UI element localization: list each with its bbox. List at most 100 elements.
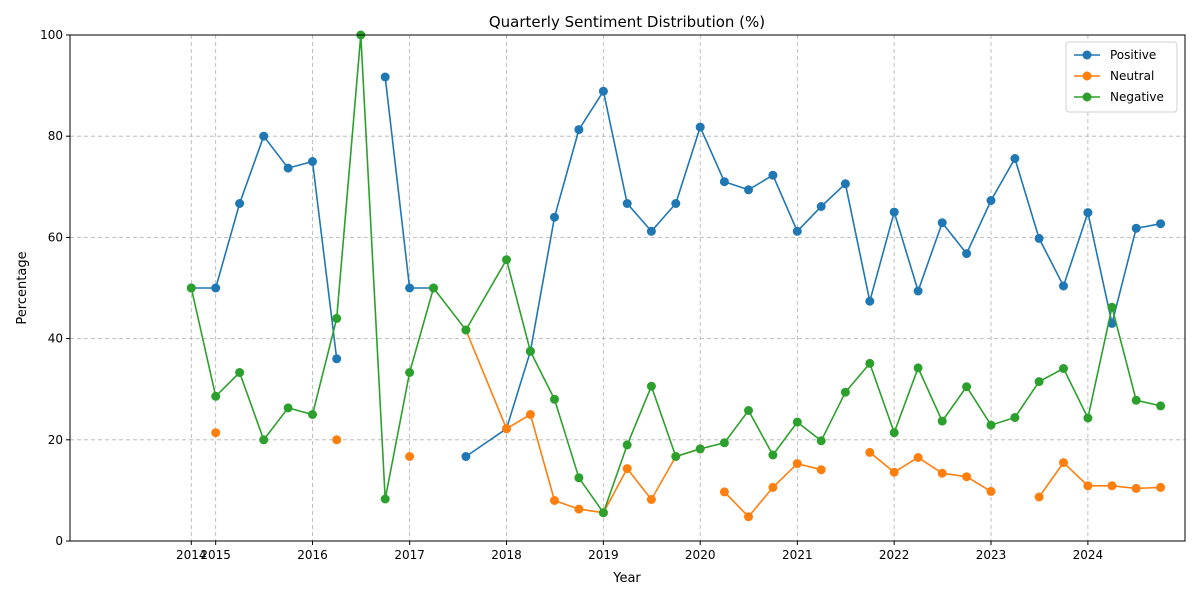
data-point-positive xyxy=(937,218,947,228)
data-point-positive xyxy=(461,452,471,461)
data-point-negative xyxy=(259,435,269,445)
data-point-negative xyxy=(550,394,559,404)
data-point-positive xyxy=(405,283,415,293)
data-point-neutral xyxy=(719,487,729,497)
data-point-negative xyxy=(1059,364,1068,373)
series-line-positive xyxy=(465,89,1161,458)
data-point-neutral xyxy=(622,464,632,474)
data-point-neutral xyxy=(1107,481,1117,491)
data-point-positive xyxy=(550,212,559,222)
y-tick-label: 0 xyxy=(55,534,63,548)
data-point-positive xyxy=(913,286,923,296)
data-point-negative xyxy=(461,325,471,335)
series-positive xyxy=(186,72,1166,461)
series-line-positive xyxy=(191,134,338,359)
data-point-negative xyxy=(865,358,875,368)
legend-label-neutral: Neutral xyxy=(1110,69,1154,83)
data-point-negative xyxy=(429,283,438,293)
x-tick-label: 2024 xyxy=(1073,548,1104,562)
y-tick-label: 20 xyxy=(48,433,63,447)
data-point-neutral xyxy=(1034,492,1044,502)
data-point-negative xyxy=(816,436,826,446)
data-point-positive xyxy=(719,177,729,187)
data-point-negative xyxy=(1156,401,1166,411)
data-point-positive xyxy=(865,296,875,306)
legend-box xyxy=(1065,41,1178,113)
data-point-negative xyxy=(1131,395,1141,405)
data-point-negative xyxy=(1083,413,1093,423)
data-point-negative xyxy=(380,494,390,504)
data-point-positive xyxy=(574,125,584,135)
data-point-positive xyxy=(598,86,608,96)
plot-frame xyxy=(69,34,1186,542)
y-tick-label: 60 xyxy=(48,230,63,244)
data-point-positive xyxy=(308,157,317,166)
data-point-positive xyxy=(332,354,342,364)
data-point-negative xyxy=(671,452,681,461)
data-point-positive xyxy=(744,185,753,195)
data-point-neutral xyxy=(550,496,559,505)
data-point-negative xyxy=(792,417,802,427)
legend-marker-positive xyxy=(1082,50,1092,60)
data-point-neutral xyxy=(1083,481,1093,491)
x-tick-label: 2016 xyxy=(297,548,328,562)
data-point-positive xyxy=(1010,154,1020,163)
data-point-positive xyxy=(235,199,245,208)
data-point-neutral xyxy=(865,447,875,457)
x-axis-label: Year xyxy=(612,571,641,586)
data-point-positive xyxy=(792,226,802,236)
data-point-negative xyxy=(1034,377,1044,387)
data-point-negative xyxy=(695,444,705,454)
data-point-neutral xyxy=(405,452,415,461)
data-point-negative xyxy=(962,382,972,392)
data-point-neutral xyxy=(332,435,342,445)
series-neutral xyxy=(211,325,1166,522)
y-tick-label: 80 xyxy=(48,129,63,143)
x-tick-label: 2018 xyxy=(491,548,522,562)
data-point-neutral xyxy=(1059,458,1068,468)
data-point-negative xyxy=(186,283,196,293)
data-point-negative xyxy=(1010,413,1020,422)
data-point-neutral xyxy=(768,482,778,492)
x-tick-label: 2021 xyxy=(782,548,813,562)
x-tick-label: 2014 xyxy=(176,548,207,562)
x-tick-label: 2023 xyxy=(976,548,1007,562)
data-point-neutral xyxy=(211,428,221,438)
legend-label-negative: Negative xyxy=(1110,90,1164,104)
data-point-positive xyxy=(646,226,656,236)
data-point-neutral xyxy=(1131,483,1141,493)
data-point-neutral xyxy=(792,459,802,469)
data-point-neutral xyxy=(913,453,923,462)
data-point-positive xyxy=(986,196,996,205)
data-point-negative xyxy=(598,508,608,518)
data-point-positive xyxy=(1156,219,1166,229)
series-line-negative xyxy=(190,34,1161,515)
data-point-negative xyxy=(913,363,923,373)
data-point-negative xyxy=(889,428,899,438)
x-tick-label: 2017 xyxy=(394,548,425,562)
data-point-positive xyxy=(1131,223,1141,233)
data-point-positive xyxy=(1083,208,1093,218)
data-point-positive xyxy=(259,131,269,141)
data-point-neutral xyxy=(1156,482,1166,492)
data-point-neutral xyxy=(744,512,753,522)
data-point-negative xyxy=(622,440,632,450)
data-point-positive xyxy=(962,249,972,259)
data-point-negative xyxy=(986,420,996,430)
data-point-positive xyxy=(283,163,293,173)
data-point-negative xyxy=(525,346,535,356)
data-point-positive xyxy=(889,207,899,217)
y-axis-ticks: 0 20 40 60 80 100 xyxy=(40,28,70,548)
data-point-neutral xyxy=(574,504,584,514)
data-point-negative xyxy=(744,406,753,415)
data-point-negative xyxy=(719,438,729,448)
legend-label-positive: Positive xyxy=(1110,48,1156,62)
data-point-positive xyxy=(695,122,705,132)
data-point-positive xyxy=(1034,233,1044,243)
data-point-negative xyxy=(332,313,342,323)
data-point-neutral xyxy=(962,472,972,482)
series-line-neutral xyxy=(465,329,701,514)
y-tick-label: 100 xyxy=(40,28,63,42)
series-layer xyxy=(186,30,1166,522)
